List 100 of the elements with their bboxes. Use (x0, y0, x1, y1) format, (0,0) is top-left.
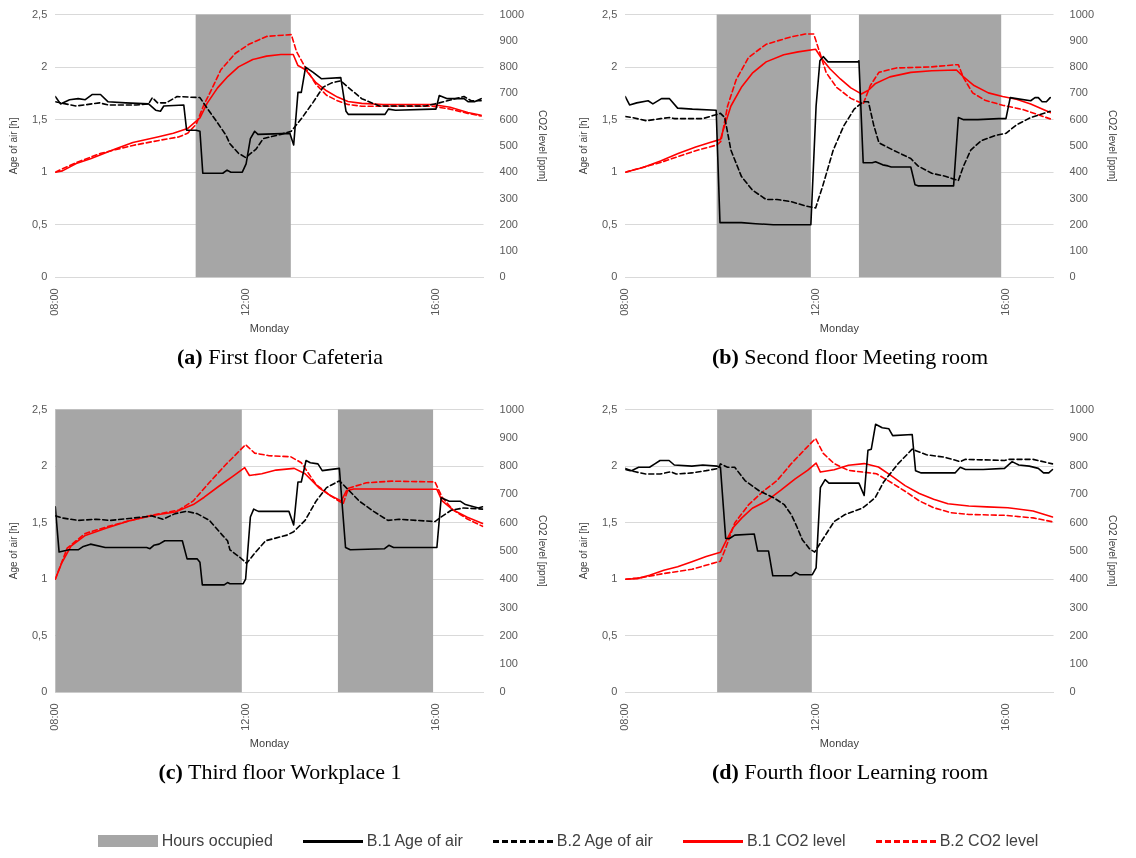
y2-tick-label: 200 (499, 217, 518, 230)
y2-tick-label: 1000 (499, 402, 525, 415)
y-tick-label: 0,5 (601, 217, 618, 230)
y2-tick-label: 0 (1069, 270, 1076, 283)
x-tick-label: 12:00 (238, 288, 251, 316)
y2-tick-label: 600 (1069, 112, 1088, 125)
x-axis-title: Monday (249, 322, 290, 335)
y-tick-label: 0,5 (31, 217, 48, 230)
y2-tick-label: 700 (1069, 487, 1088, 500)
y2-tick-label: 800 (1069, 60, 1088, 73)
y2-tick-label: 500 (499, 138, 518, 151)
y2-tick-label: 100 (1069, 244, 1088, 257)
y-tick-label: 0 (611, 685, 618, 698)
y2-tick-label: 900 (1069, 430, 1088, 443)
y-tick-label: 1,5 (31, 515, 48, 528)
x-tick-label: 08:00 (48, 288, 61, 316)
y2-tick-label: 800 (499, 459, 518, 472)
y2-tick-label: 600 (1069, 515, 1088, 528)
y-tick-label: 2,5 (601, 402, 618, 415)
y2-tick-label: 100 (499, 657, 518, 670)
legend-label: B.1 CO2 level (746, 832, 846, 850)
y-tick-label: 2 (611, 60, 618, 73)
legend-label: B.2 Age of air (556, 832, 653, 850)
y-tick-label: 0 (611, 270, 618, 283)
y2-tick-label: 200 (1069, 217, 1088, 230)
y-tick-label: 0 (41, 270, 48, 283)
y-tick-label: 1 (41, 165, 48, 178)
y-tick-label: 0,5 (31, 628, 48, 641)
y-tick-label: 1,5 (601, 112, 618, 125)
text: (b) Second floor Meeting room (710, 344, 990, 370)
y2-tick-label: 100 (1069, 657, 1088, 670)
x-tick-label: 08:00 (48, 703, 61, 731)
legend-label: B.1 Age of air (366, 832, 463, 850)
x-axis-title: Monday (819, 737, 860, 750)
y-axis-title: Age of air [h] (577, 522, 589, 580)
y2-tick-label: 700 (499, 86, 518, 99)
y2-axis-title: CO2 level [ppm] (537, 110, 549, 182)
y-tick-label: 2 (611, 459, 618, 472)
y-tick-label: 1,5 (601, 515, 618, 528)
y-tick-label: 1 (611, 572, 618, 585)
legend-label: Hours occupied (161, 832, 273, 850)
y2-tick-label: 600 (499, 112, 518, 125)
y2-tick-label: 900 (499, 33, 518, 46)
y-tick-label: 1 (41, 572, 48, 585)
x-tick-label: 12:00 (808, 703, 821, 731)
y-tick-label: 0 (41, 685, 48, 698)
y2-tick-label: 800 (1069, 459, 1088, 472)
y2-tick-label: 800 (499, 60, 518, 73)
y-tick-label: 2 (41, 60, 48, 73)
x-tick-label: 12:00 (238, 703, 251, 731)
x-tick-label: 12:00 (808, 288, 821, 316)
y2-tick-label: 400 (1069, 572, 1088, 585)
legend-label: B.2 CO2 level (939, 832, 1039, 850)
x-axis-title: Monday (819, 322, 860, 335)
y2-tick-label: 700 (1069, 86, 1088, 99)
y2-tick-label: 1000 (1069, 7, 1095, 20)
x-tick-label: 08:00 (618, 703, 631, 731)
y2-tick-label: 0 (499, 685, 506, 698)
y2-axis-title: CO2 level [ppm] (1107, 515, 1119, 587)
y2-tick-label: 1000 (1069, 402, 1095, 415)
x-tick-label: 16:00 (998, 703, 1011, 731)
x-tick-label: 16:00 (428, 288, 441, 316)
y2-tick-label: 300 (1069, 191, 1088, 204)
y2-tick-label: 300 (499, 191, 518, 204)
y2-tick-label: 0 (1069, 685, 1076, 698)
y-axis-title: Age of air [h] (577, 117, 589, 175)
y-tick-label: 1 (611, 165, 618, 178)
y2-tick-label: 300 (1069, 600, 1088, 613)
y-tick-label: 2 (41, 459, 48, 472)
y2-tick-label: 400 (1069, 165, 1088, 178)
x-tick-label: 16:00 (428, 703, 441, 731)
y-axis-title: Age of air [h] (7, 522, 19, 580)
y2-tick-label: 900 (1069, 33, 1088, 46)
y2-tick-label: 0 (499, 270, 506, 283)
y2-axis-title: CO2 level [ppm] (537, 515, 549, 587)
x-tick-label: 08:00 (618, 288, 631, 316)
y2-tick-label: 300 (499, 600, 518, 613)
y-tick-label: 2,5 (31, 402, 48, 415)
y2-axis-title: CO2 level [ppm] (1107, 110, 1119, 182)
y-tick-label: 2,5 (31, 7, 48, 20)
text: (a) First floor Cafeteria (176, 344, 384, 370)
y-tick-label: 0,5 (601, 628, 618, 641)
y2-tick-label: 900 (499, 430, 518, 443)
y2-tick-label: 1000 (499, 7, 525, 20)
y2-tick-label: 500 (1069, 543, 1088, 556)
y-tick-label: 2,5 (601, 7, 618, 20)
y2-tick-label: 200 (1069, 628, 1088, 641)
y-axis-title: Age of air [h] (7, 117, 19, 175)
y2-tick-label: 500 (499, 543, 518, 556)
y2-tick-label: 200 (499, 628, 518, 641)
x-axis-title: Monday (249, 737, 290, 750)
x-tick-label: 16:00 (998, 288, 1011, 316)
y2-tick-label: 500 (1069, 138, 1088, 151)
y2-tick-label: 400 (499, 572, 518, 585)
text: (c) Third floor Workplace 1 (157, 759, 403, 785)
y2-tick-label: 100 (499, 244, 518, 257)
y2-tick-label: 700 (499, 487, 518, 500)
y2-tick-label: 400 (499, 165, 518, 178)
text: (d) Fourth floor Learning room (710, 759, 990, 785)
y-tick-label: 1,5 (31, 112, 48, 125)
